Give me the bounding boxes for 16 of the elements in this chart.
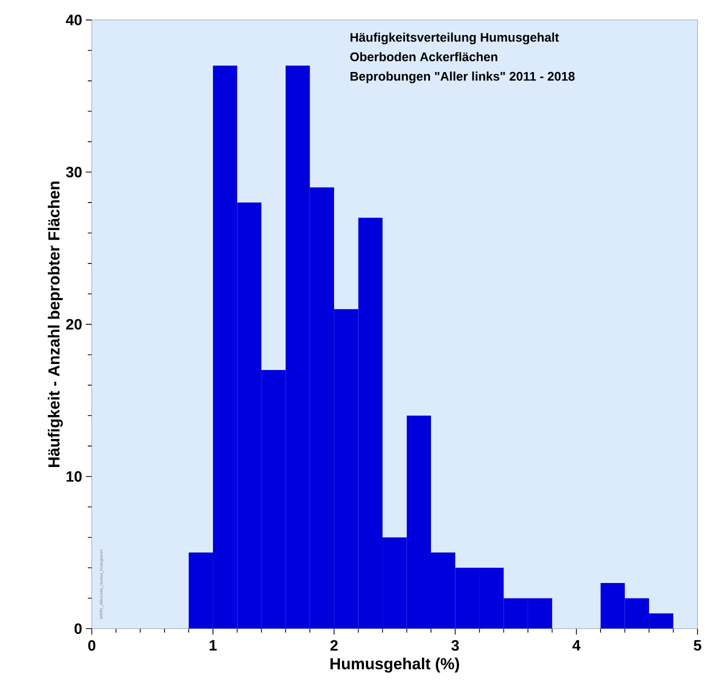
y-axis-title: Häufigkeit - Anzahl beprobter Flächen [48, 182, 63, 468]
x-tick-label: 4 [572, 640, 580, 651]
x-axis-title: Humusgehalt (%) [330, 658, 460, 673]
y-tick-label: 20 [66, 319, 82, 330]
annotation: Beprobungen "Aller links" 2011 - 2018 [350, 72, 575, 84]
annotation: Häufigkeitsverteilung Humusgehalt [350, 32, 559, 45]
y-tick-label: 0 [74, 624, 82, 634]
y-tick-label: 10 [66, 471, 82, 482]
x-tick-label: 5 [694, 640, 702, 651]
x-tick-label: 3 [451, 640, 459, 652]
x-tick-label: 0 [88, 640, 96, 651]
x-tick-label: 2 [330, 640, 338, 651]
x-tick-label: 1 [210, 640, 217, 651]
y-tick-label: 40 [66, 14, 82, 26]
y-tick-label: 30 [66, 167, 82, 178]
annotation: Oberboden Ackerflächen [350, 52, 498, 62]
